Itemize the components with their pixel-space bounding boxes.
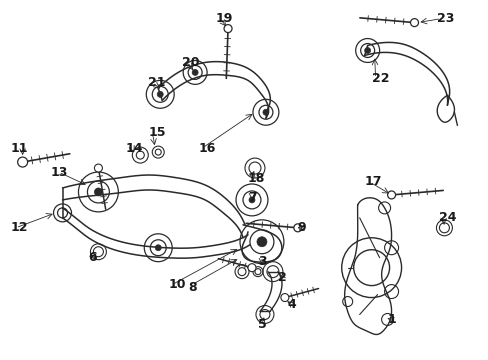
Circle shape [364, 48, 370, 54]
Text: 8: 8 [188, 281, 196, 294]
Text: 24: 24 [439, 211, 456, 224]
Text: 6: 6 [88, 251, 97, 264]
Text: 22: 22 [371, 72, 388, 85]
Circle shape [224, 24, 232, 32]
Circle shape [280, 293, 288, 302]
Text: 5: 5 [258, 318, 266, 331]
Circle shape [94, 164, 102, 172]
Text: 10: 10 [168, 278, 185, 291]
Circle shape [256, 237, 266, 247]
Text: 20: 20 [182, 56, 199, 69]
Circle shape [18, 157, 27, 167]
Text: 15: 15 [148, 126, 165, 139]
Circle shape [157, 91, 163, 97]
Circle shape [293, 224, 301, 232]
Text: 12: 12 [11, 221, 28, 234]
Text: 13: 13 [50, 166, 68, 179]
Text: 21: 21 [148, 76, 165, 89]
Circle shape [263, 109, 268, 115]
Text: 14: 14 [125, 141, 142, 155]
Text: 3: 3 [258, 255, 266, 268]
Text: 11: 11 [11, 141, 28, 155]
Text: 23: 23 [437, 12, 454, 25]
Text: 16: 16 [198, 141, 215, 155]
Text: 17: 17 [364, 175, 382, 189]
Circle shape [387, 191, 395, 199]
Circle shape [155, 245, 161, 251]
Circle shape [192, 69, 198, 75]
Text: 18: 18 [247, 171, 265, 185]
Circle shape [247, 264, 255, 272]
Text: 1: 1 [387, 313, 396, 326]
Text: 19: 19 [215, 12, 232, 25]
Circle shape [410, 19, 418, 27]
Text: 2: 2 [277, 271, 286, 284]
Text: 9: 9 [297, 221, 306, 234]
Circle shape [94, 188, 102, 196]
Text: 4: 4 [287, 298, 296, 311]
Circle shape [248, 197, 254, 203]
Text: 7: 7 [247, 192, 256, 204]
